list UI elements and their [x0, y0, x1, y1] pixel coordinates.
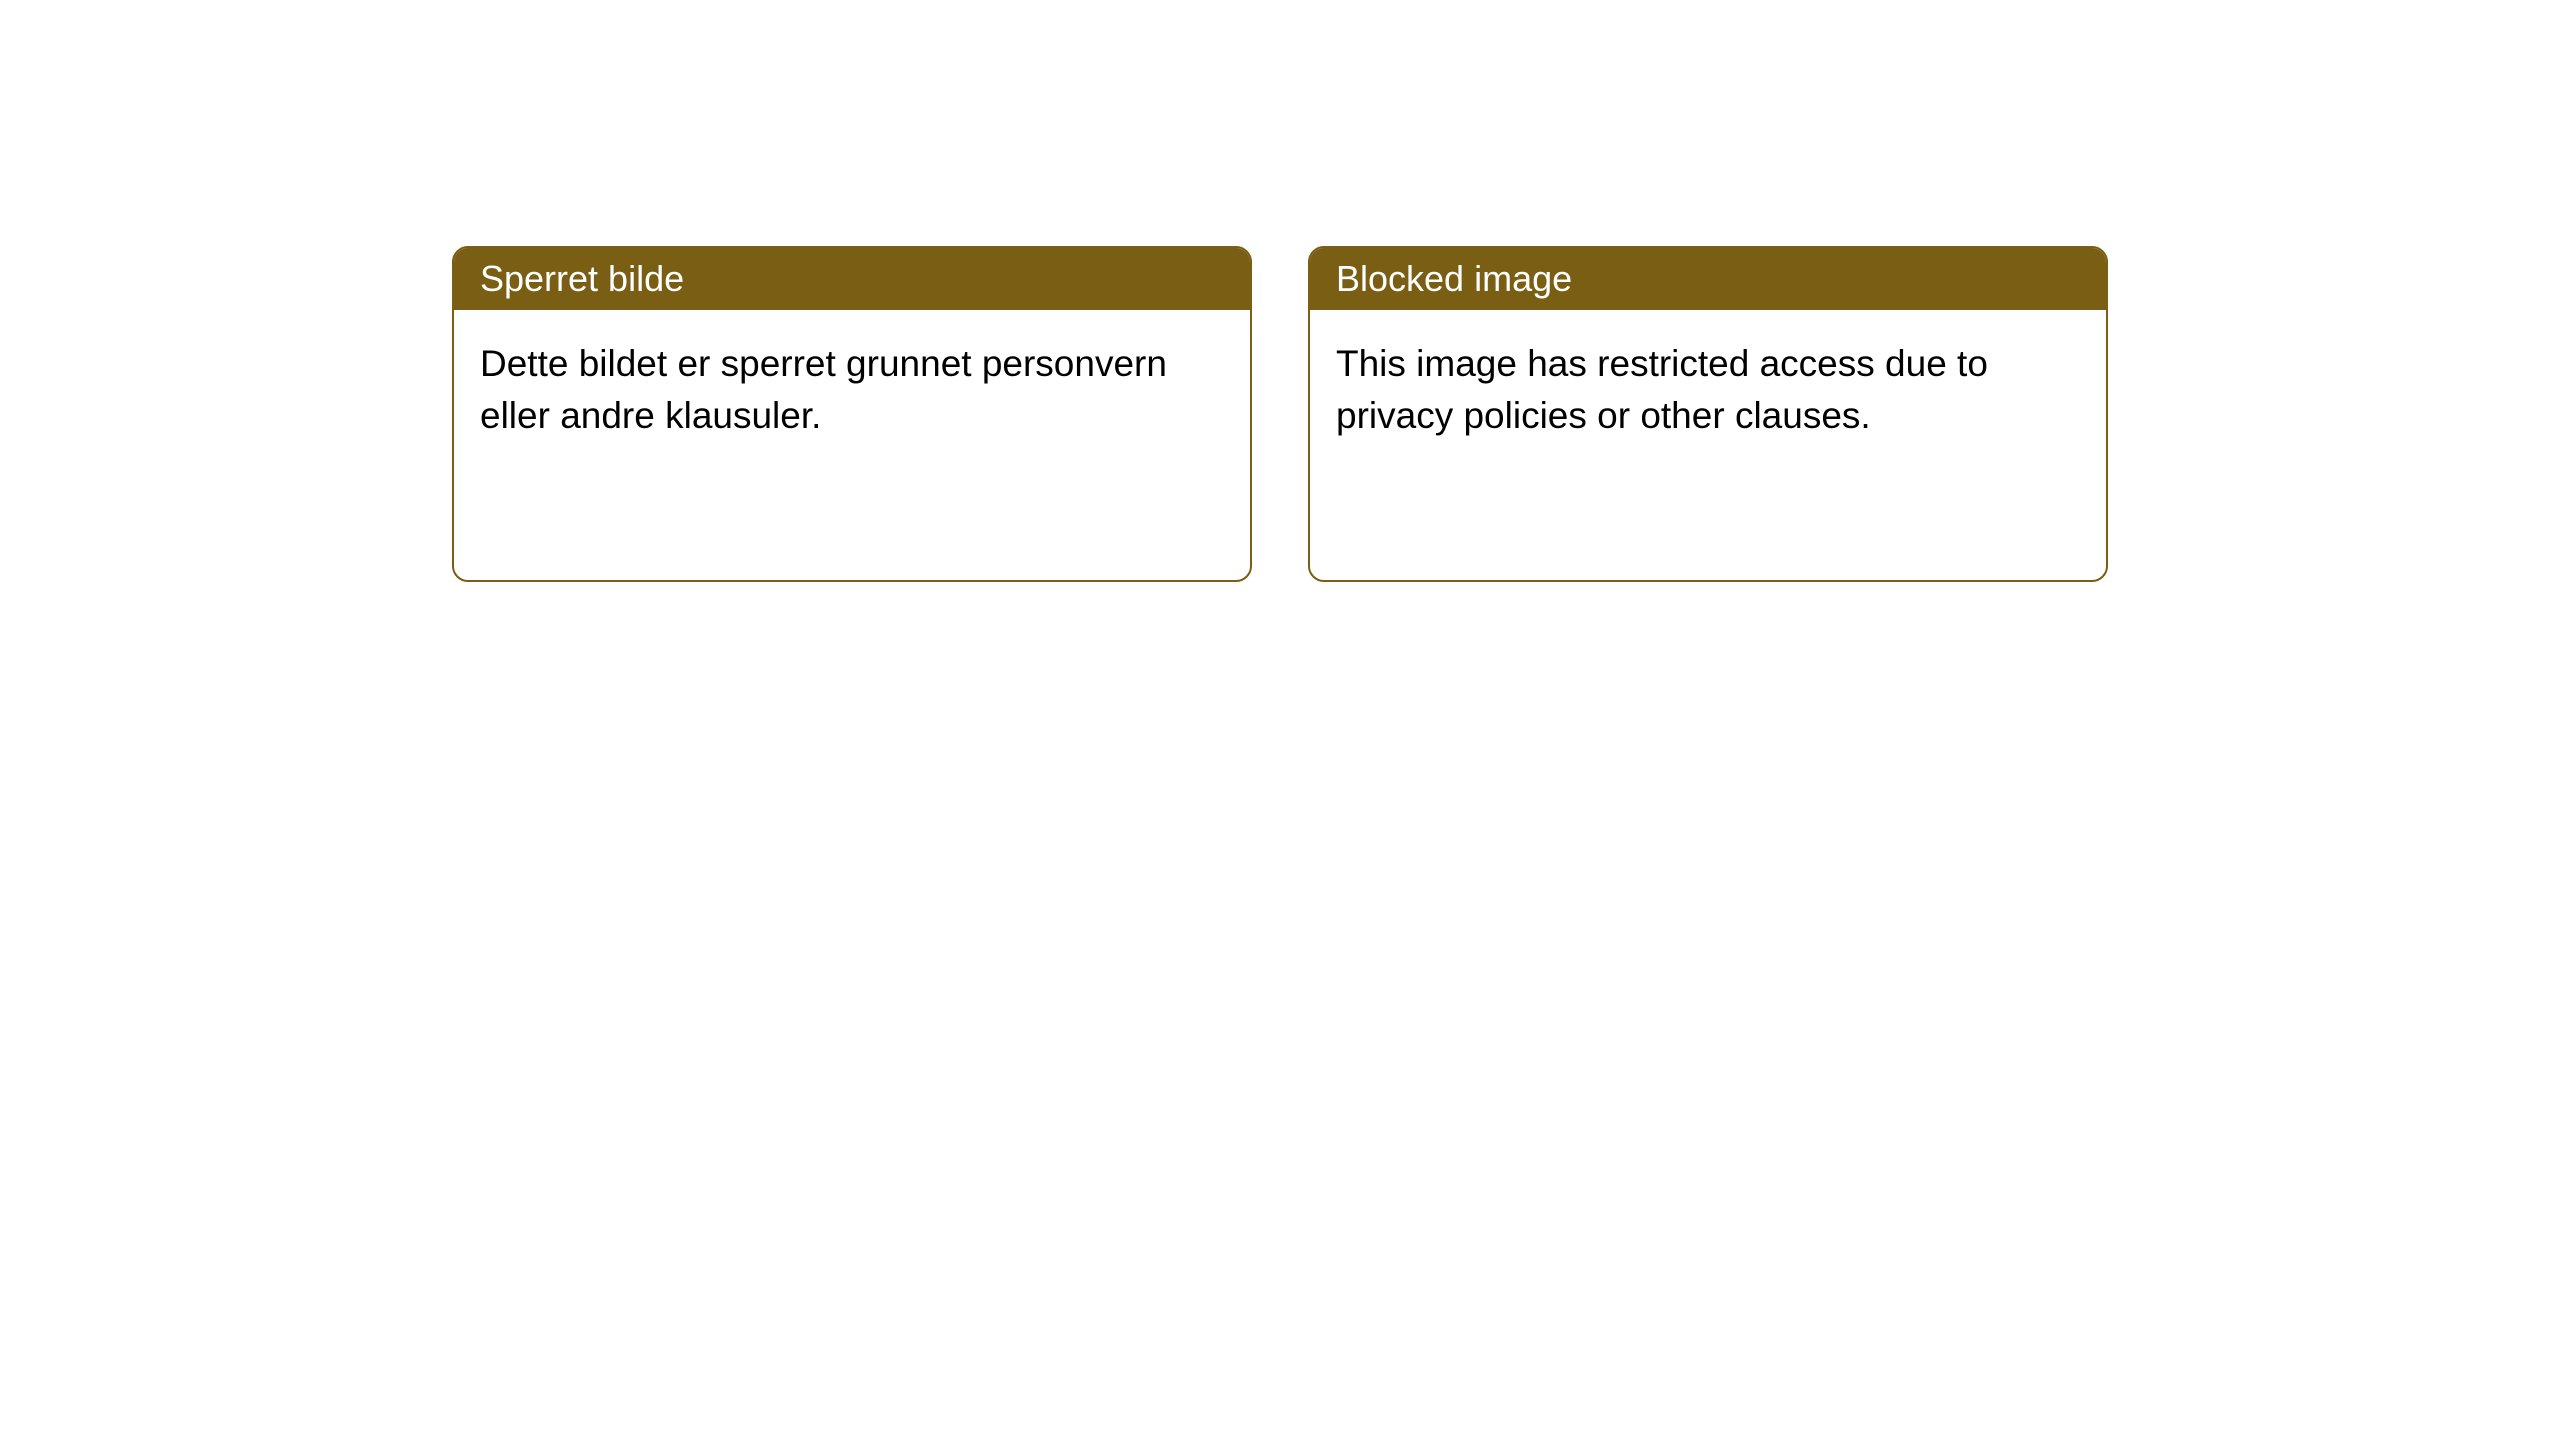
card-header-norwegian: Sperret bilde — [454, 248, 1250, 310]
card-header-text: Sperret bilde — [480, 258, 684, 299]
card-header-text: Blocked image — [1336, 258, 1572, 299]
card-header-english: Blocked image — [1310, 248, 2106, 310]
card-norwegian: Sperret bilde Dette bildet er sperret gr… — [452, 246, 1252, 582]
cards-container: Sperret bilde Dette bildet er sperret gr… — [452, 246, 2108, 582]
card-body-text: Dette bildet er sperret grunnet personve… — [480, 343, 1167, 436]
card-body-english: This image has restricted access due to … — [1310, 310, 2106, 470]
card-english: Blocked image This image has restricted … — [1308, 246, 2108, 582]
card-body-norwegian: Dette bildet er sperret grunnet personve… — [454, 310, 1250, 470]
card-body-text: This image has restricted access due to … — [1336, 343, 1988, 436]
